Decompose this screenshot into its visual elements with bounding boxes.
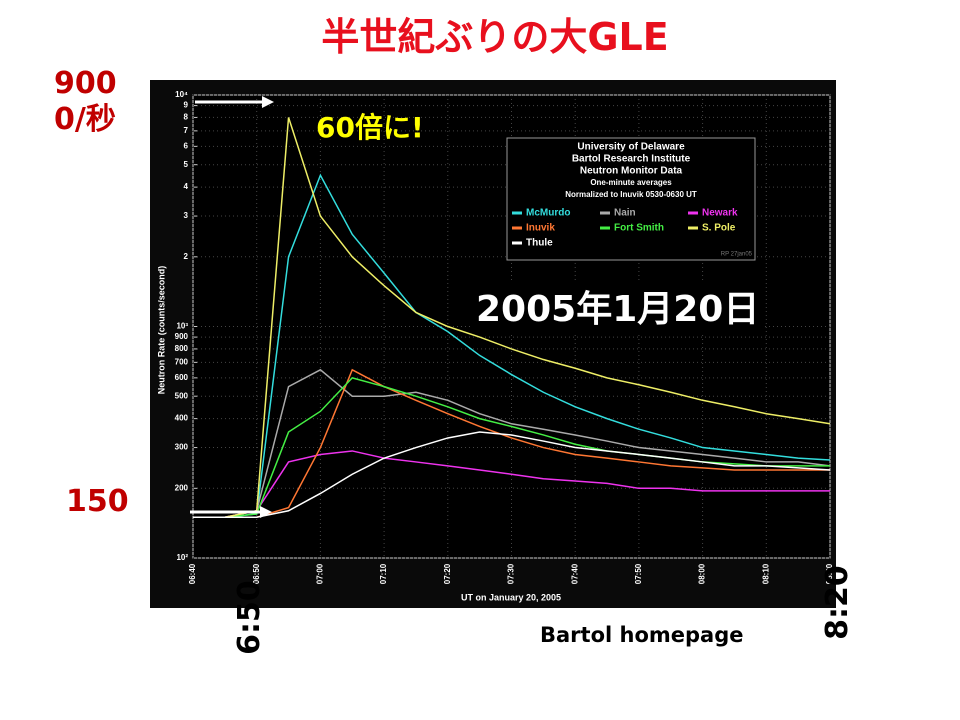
y-tick-label: 7 [184, 126, 189, 135]
legend-title: Neutron Monitor Data [580, 166, 683, 177]
y-tick-label: 10² [176, 553, 188, 562]
y-tick-label: 6 [184, 141, 189, 150]
slide-title: 半世紀ぶりの大GLE [321, 15, 669, 59]
legend-credit: RP 27jan05 [721, 252, 753, 258]
x-tick-label: 07:50 [634, 563, 643, 584]
y-tick-label: 10⁴ [175, 90, 188, 99]
legend-label: Fort Smith [614, 223, 664, 234]
arrow-head [260, 506, 272, 518]
y-tick-label: 3 [184, 211, 189, 220]
rate-label: 9000/秒 [54, 66, 117, 137]
legend-title: Normalized to Inuvik 0530-0630 UT [565, 190, 697, 199]
series-line [193, 117, 831, 518]
y-tick-label: 9 [184, 101, 189, 110]
y-tick-label: 500 [175, 391, 189, 400]
x-tick-label: 07:00 [316, 563, 325, 584]
baseline-label: 150 [66, 484, 129, 519]
y-tick-label: 8 [184, 113, 189, 122]
legend-label: Thule [526, 238, 553, 249]
legend-label: Inuvik [526, 223, 555, 234]
legend-label: Newark [702, 208, 738, 219]
arrow-head [262, 96, 274, 108]
series-line [193, 431, 831, 518]
legend-label: Nain [614, 208, 636, 219]
series-line [193, 368, 830, 518]
ratio-label: 60倍に! [316, 111, 424, 144]
y-tick-label: 400 [175, 414, 189, 423]
x-tick-label: 06:50 [252, 563, 261, 584]
legend-title: One-minute averages [590, 178, 672, 187]
legend-title: Bartol Research Institute [572, 154, 691, 165]
series-line [193, 368, 831, 518]
x-tick-label: 07:30 [507, 563, 516, 584]
series-line [193, 173, 831, 518]
y-tick-label: 900 [175, 332, 189, 341]
y-tick-label: 4 [184, 182, 189, 191]
y-tick-label: 800 [175, 344, 189, 353]
x-tick-label: 08:00 [698, 563, 707, 584]
y-tick-label: 700 [175, 357, 189, 366]
x-tick-label: 07:40 [570, 563, 579, 584]
end-label: 8:20 [819, 565, 855, 640]
source-label: Bartol homepage [540, 623, 744, 647]
start-label: 6:50 [231, 580, 267, 655]
legend-label: S. Pole [702, 223, 736, 234]
series-line [193, 450, 830, 518]
x-tick-label: 07:10 [379, 563, 388, 584]
y-tick-label: 10³ [176, 322, 188, 331]
y-tick-label: 5 [184, 160, 189, 169]
legend-title: University of Delaware [577, 142, 685, 153]
x-axis-label: UT on January 20, 2005 [461, 592, 561, 602]
legend-box [506, 137, 756, 261]
date-label: 2005年1月20日 [470, 280, 766, 332]
y-axis-label: Neutron Rate (counts/second) [156, 266, 166, 395]
y-tick-label: 300 [175, 443, 189, 452]
x-tick-label: 06:40 [188, 563, 197, 584]
series-line [193, 377, 830, 518]
y-tick-label: 2 [184, 252, 189, 261]
legend-label: McMurdo [526, 208, 570, 219]
x-tick-label: 08:10 [761, 563, 770, 584]
y-tick-label: 200 [175, 483, 189, 492]
x-tick-label: 07:20 [443, 563, 452, 584]
x-tick-label: 08:20 [825, 563, 834, 584]
y-tick-label: 600 [175, 373, 189, 382]
